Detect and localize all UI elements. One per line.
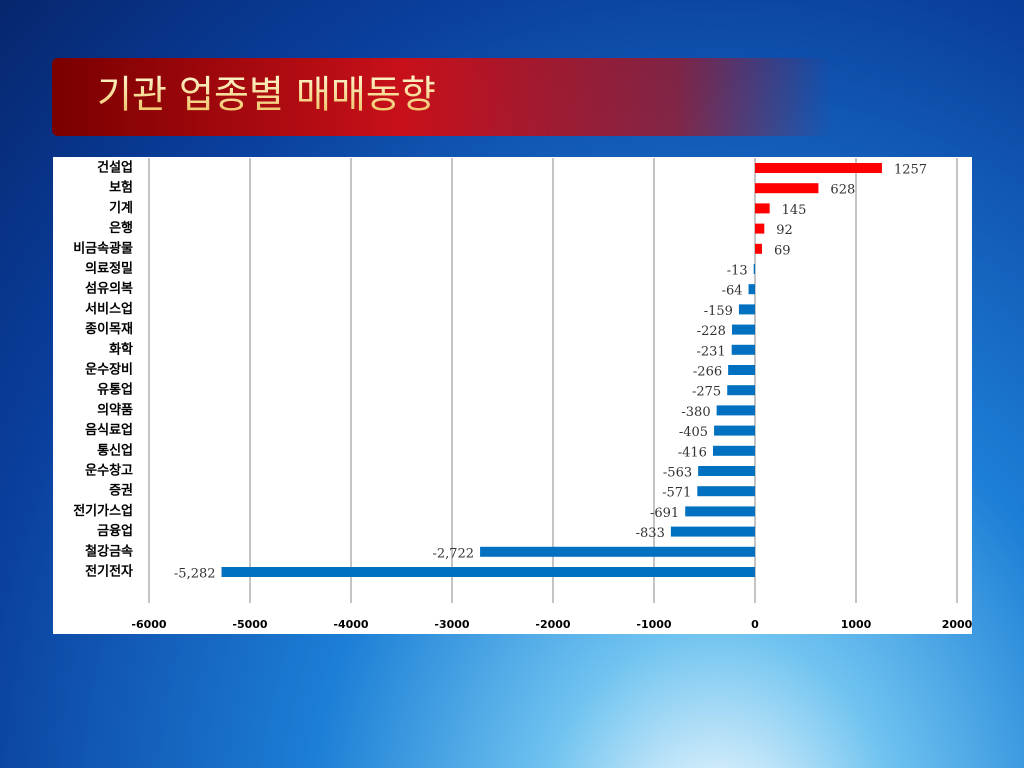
y-tick-label: 서비스업 [85,302,133,317]
value-label: 145 [782,203,807,218]
bar [755,183,819,194]
x-tick-label: -5000 [232,618,268,631]
bar [714,425,755,436]
value-label: -405 [679,425,708,440]
value-label: -571 [662,486,691,501]
bar [221,567,755,577]
bar [716,405,755,416]
y-tick-label: 기계 [109,201,133,216]
x-tick-label: 1000 [841,618,872,631]
bar [748,284,755,295]
x-tick-label: -4000 [333,618,369,631]
bar [755,203,770,214]
chart-title: 기관 업종별 매매동향 [97,73,436,117]
value-label: -275 [692,385,721,400]
x-tick-label: 0 [751,618,759,631]
value-label: -416 [678,445,707,460]
y-tick-label: 운수창고 [85,463,133,479]
value-label: -266 [693,365,722,380]
y-tick-label: 건설업 [97,160,133,176]
value-label: -159 [704,304,733,319]
bar [755,223,765,234]
bar [712,445,755,456]
value-label: -563 [663,466,692,481]
value-label: 69 [774,243,791,258]
y-tick-label: 운수장비 [85,362,133,378]
y-tick-label: 비금속광물 [73,241,133,256]
y-tick-label: 화학 [109,341,133,357]
value-label: 92 [776,223,793,238]
bar [755,243,762,254]
y-tick-label: 의약품 [97,402,133,418]
y-tick-label: 종이목재 [85,321,133,337]
y-tick-label: 의료정밀 [85,261,133,277]
y-tick-label: 섬유의복 [85,281,133,297]
y-tick-label: 보험 [109,180,133,196]
value-label: -228 [697,324,726,339]
y-tick-label: 통신업 [97,443,133,458]
x-tick-label: -3000 [434,618,470,631]
bar [731,324,755,335]
x-tick-label: -1000 [636,618,672,631]
value-label: -231 [696,344,725,359]
value-label: 628 [830,183,855,198]
y-tick-label: 전기가스업 [73,503,133,519]
bar [731,344,755,355]
bar [670,526,755,537]
bar [753,264,755,274]
y-tick-label: 금융업 [97,523,133,539]
y-tick-label: 전기전자 [85,564,133,580]
y-tick-label: 철강금속 [85,543,133,559]
value-label: -13 [727,264,748,279]
value-label: -64 [722,284,743,299]
bar [698,466,755,476]
plot-area [53,157,972,634]
value-label: 1257 [894,163,927,178]
title-banner [52,58,832,136]
value-label: -691 [650,506,679,521]
bar [755,163,882,173]
y-tick-label: 증권 [109,484,133,499]
value-label: -380 [681,405,710,420]
value-label: -833 [636,526,665,541]
bar [738,304,755,315]
y-tick-label: 음식료업 [85,422,133,438]
x-tick-label: -2000 [535,618,571,631]
x-tick-label: -6000 [131,618,167,631]
bar [697,486,755,497]
y-tick-label: 유통업 [97,383,133,398]
bar [685,506,755,517]
x-tick-label: 2000 [942,618,973,631]
bar [480,546,755,557]
y-tick-label: 은행 [109,220,133,236]
value-label: -2,722 [432,546,474,561]
value-label: -5,282 [174,567,216,582]
bar [727,385,755,396]
bar [728,365,755,375]
